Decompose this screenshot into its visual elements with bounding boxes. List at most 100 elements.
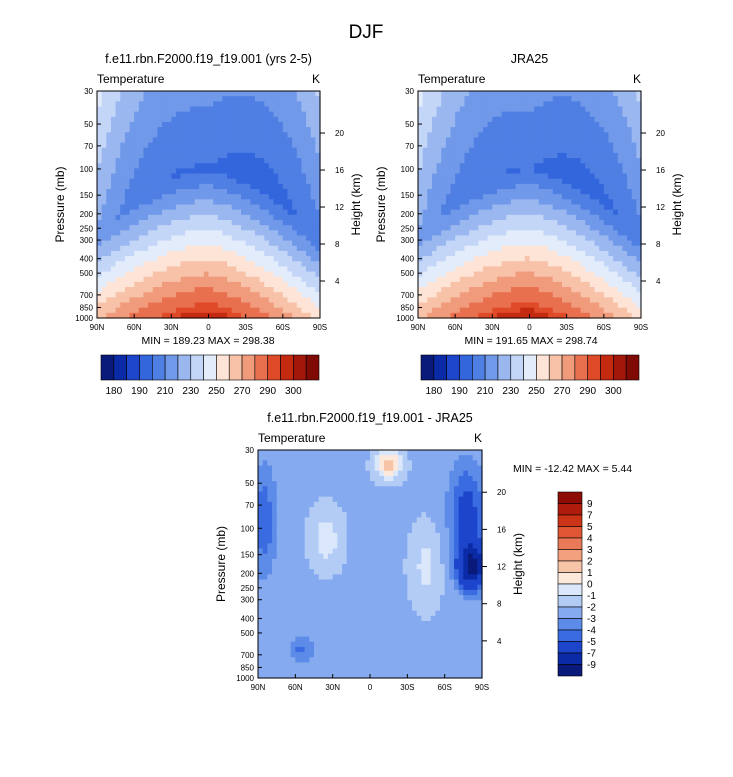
contour-cell <box>167 101 172 107</box>
contour-cell <box>139 308 144 314</box>
contour-cell <box>236 163 241 169</box>
contour-cell <box>287 303 292 309</box>
contour-cell <box>469 251 474 257</box>
contour-cell <box>171 256 176 262</box>
contour-cell <box>497 101 502 107</box>
contour-cell <box>618 292 623 298</box>
contour-cell <box>464 303 469 309</box>
contour-cell <box>497 91 502 97</box>
contour-cell <box>116 106 121 112</box>
contour-cell <box>120 184 125 190</box>
contour-cell <box>269 143 274 149</box>
contour-cell <box>543 184 548 190</box>
contour-cell <box>171 308 176 314</box>
contour-cell <box>441 251 446 257</box>
contour-cell <box>255 137 260 143</box>
contour-cell <box>483 282 488 288</box>
contour-cell <box>204 261 209 267</box>
contour-cell <box>407 507 412 513</box>
contour-cell <box>403 471 408 477</box>
contour-cell <box>530 163 535 169</box>
contour-cell <box>292 230 297 236</box>
contour-cell <box>497 303 502 309</box>
contour-cell <box>520 127 525 133</box>
contour-cell <box>176 272 181 278</box>
contour-cell <box>608 297 613 303</box>
contour-cell <box>181 303 186 309</box>
contour-cell <box>622 272 627 278</box>
contour-cell <box>520 179 525 185</box>
contour-cell <box>618 220 623 226</box>
contour-cell <box>125 205 130 211</box>
contour-cell <box>222 256 227 262</box>
contour-cell <box>460 143 465 149</box>
contour-cell <box>567 308 572 314</box>
contour-cell <box>287 143 292 149</box>
contour-cell <box>562 282 567 288</box>
contour-cell <box>199 292 204 298</box>
height-tick-label: 16 <box>656 166 665 175</box>
contour-cell <box>590 292 595 298</box>
contour-cell <box>398 507 403 513</box>
contour-cell <box>283 277 288 283</box>
contour-cell <box>204 225 209 231</box>
contour-cell <box>599 220 604 226</box>
contour-cell <box>622 308 627 314</box>
contour-cell <box>134 127 139 133</box>
contour-cell <box>632 287 637 293</box>
contour-cell <box>488 96 493 102</box>
contour-cell <box>576 199 581 205</box>
contour-cell <box>287 194 292 200</box>
contour-cell <box>599 158 604 164</box>
contour-cell <box>311 137 316 143</box>
contour-cell <box>274 297 279 303</box>
contour-cell <box>209 148 214 154</box>
contour-cell <box>199 179 204 185</box>
contour-cell <box>255 148 260 154</box>
contour-cell <box>520 163 525 169</box>
contour-cell <box>209 261 214 267</box>
contour-cell <box>446 127 451 133</box>
contour-cell <box>227 266 232 272</box>
contour-cell <box>283 194 288 200</box>
contour-cell <box>506 179 511 185</box>
contour-cell <box>464 132 469 138</box>
contour-cell <box>111 308 116 314</box>
contour-cell <box>604 205 609 211</box>
units-label: K <box>633 72 641 86</box>
contour-cell <box>492 308 497 314</box>
contour-cell <box>445 497 450 503</box>
contour-cell <box>418 148 423 154</box>
contour-cell <box>97 112 102 118</box>
contour-cell <box>469 179 474 185</box>
contour-cell <box>576 230 581 236</box>
contour-cell <box>246 112 251 118</box>
contour-cell <box>455 261 460 267</box>
contour-cell <box>426 491 431 497</box>
contour-cell <box>460 277 465 283</box>
contour-cell <box>195 101 200 107</box>
contour-cell <box>483 303 488 309</box>
contour-cell <box>581 179 586 185</box>
contour-cell <box>426 476 431 482</box>
contour-cell <box>604 241 609 247</box>
contour-cell <box>463 460 468 466</box>
contour-cell <box>264 168 269 174</box>
contour-cell <box>613 117 618 123</box>
contour-cell <box>562 127 567 133</box>
contour-cell <box>125 287 130 293</box>
contour-cell <box>525 179 530 185</box>
contour-cell <box>474 194 479 200</box>
contour-cell <box>162 277 167 283</box>
contour-cell <box>102 241 107 247</box>
contour-cell <box>562 122 567 128</box>
contour-cell <box>478 261 483 267</box>
contour-cell <box>423 194 428 200</box>
contour-cell <box>418 132 423 138</box>
contour-cell <box>185 179 190 185</box>
contour-cell <box>190 184 195 190</box>
contour-cell <box>286 512 291 518</box>
contour-cell <box>162 292 167 298</box>
contour-cell <box>111 230 116 236</box>
contour-cell <box>311 266 316 272</box>
